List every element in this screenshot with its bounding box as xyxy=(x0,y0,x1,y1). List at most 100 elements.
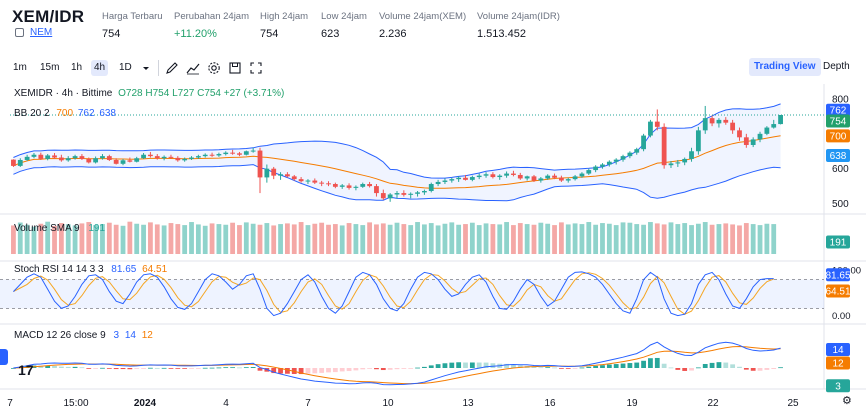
volume-bar xyxy=(737,225,742,254)
stat-label: Volume 24jam(XEM) xyxy=(379,11,467,22)
stat-label: Perubahan 24jam xyxy=(174,11,249,22)
volume-bar xyxy=(182,225,188,254)
macd-hist-bar xyxy=(490,363,496,368)
candle-body xyxy=(517,174,523,179)
gear-icon[interactable] xyxy=(206,60,222,76)
macd-hist-bar xyxy=(702,363,708,368)
interval-4h[interactable]: 4h xyxy=(91,60,109,76)
macd-hist-bar xyxy=(695,367,701,369)
candle-body xyxy=(17,159,23,166)
candle-body xyxy=(285,174,290,177)
macd-hist-bar xyxy=(367,368,372,369)
interval-15m[interactable]: 15m xyxy=(40,62,60,73)
macd-hist-bar xyxy=(195,368,201,369)
macd-line xyxy=(13,341,781,386)
macd-hist-bar xyxy=(353,368,359,371)
candle-body xyxy=(730,122,736,131)
volume-bar xyxy=(45,221,51,254)
candle-body xyxy=(428,184,434,191)
candle-body xyxy=(168,156,174,158)
volume-bar xyxy=(682,223,688,254)
candle-body xyxy=(367,184,372,187)
coin-link[interactable]: NEM xyxy=(30,27,53,38)
fullscreen-icon[interactable] xyxy=(248,60,264,76)
macd-hist-bar xyxy=(586,366,592,368)
candle-body xyxy=(394,193,400,195)
settings-gear-icon[interactable]: ⚙ xyxy=(842,395,852,407)
candle-body xyxy=(689,151,694,159)
save-icon[interactable] xyxy=(227,60,243,76)
candle-body xyxy=(723,119,729,123)
candle-body xyxy=(79,156,85,159)
candle-body xyxy=(771,124,777,128)
candle-body xyxy=(757,133,763,140)
candle-body xyxy=(504,173,509,176)
tab-trading-view[interactable]: Trading View xyxy=(749,58,821,76)
candle-body xyxy=(463,177,468,180)
time-tick-label: 13 xyxy=(462,398,474,409)
candle-body xyxy=(250,150,256,152)
macd-hist-bar xyxy=(278,368,283,374)
coin-icon xyxy=(15,28,24,37)
price-tag-last: 754 xyxy=(830,117,847,128)
macd-hist-bar xyxy=(100,367,105,369)
macd-hist-bar xyxy=(737,366,742,368)
macd-hist-bar xyxy=(627,363,633,368)
volume-bar xyxy=(387,224,393,254)
macd-hist-bar xyxy=(209,367,215,369)
candle-body xyxy=(120,160,126,164)
macd-hist-bar xyxy=(483,362,489,368)
candle-body xyxy=(497,175,503,178)
volume-bar xyxy=(79,223,85,254)
candle-body xyxy=(45,155,51,159)
stat-value: 623 xyxy=(321,28,340,40)
chart-canvas[interactable]: 800700600500762754700638191100.000.0081.… xyxy=(0,84,866,414)
stoch-k-tag: 81.65 xyxy=(825,270,850,281)
stat-label: Low 24jam xyxy=(321,11,367,22)
candle-body xyxy=(593,166,599,171)
macd-hist-bar xyxy=(689,368,694,371)
time-tick-label: 2024 xyxy=(134,398,157,409)
macd-hist-bar xyxy=(285,368,290,374)
interval-1h[interactable]: 1h xyxy=(71,62,83,73)
candle-body xyxy=(257,150,263,178)
candle-body xyxy=(764,127,770,134)
bb-upper-value: 762 xyxy=(77,108,95,119)
volume-bar xyxy=(305,225,311,254)
candle-body xyxy=(106,156,112,160)
stoch-d-tag-bg xyxy=(826,284,850,298)
bb-lower-value: 638 xyxy=(99,108,116,119)
volume-bar xyxy=(757,225,763,254)
interval-1d[interactable]: 1D xyxy=(119,62,132,73)
macd-hist-bar xyxy=(469,362,475,368)
pencil-icon[interactable] xyxy=(164,60,180,76)
macd-hist-bar xyxy=(394,368,400,370)
macd-hist-bar xyxy=(58,366,64,368)
macd-hist-bar xyxy=(709,362,715,368)
chevron-down-icon[interactable] xyxy=(138,60,154,76)
macd-hist-bar xyxy=(148,367,153,369)
symbol-label: XEMIDR · 4h · Bittime xyxy=(14,88,113,99)
macd-hist-bar xyxy=(565,368,571,369)
interval-1m[interactable]: 1m xyxy=(13,62,27,73)
volume-bar xyxy=(634,224,640,254)
time-tick-label: 16 xyxy=(544,398,556,409)
candle-body xyxy=(127,160,133,162)
macd-value-tag: 3 xyxy=(835,381,841,392)
volume-bar xyxy=(134,223,140,254)
candle-body xyxy=(415,192,420,194)
candle-body xyxy=(161,156,167,159)
line-chart-icon[interactable] xyxy=(185,60,201,76)
volume-bar xyxy=(394,222,400,254)
pane-collapse-handle[interactable] xyxy=(0,349,8,365)
stoch-d-line xyxy=(13,272,774,315)
candle-body xyxy=(305,180,311,182)
tab-depth[interactable]: Depth xyxy=(823,61,850,72)
volume-bar xyxy=(175,224,181,254)
volume-bar xyxy=(730,224,736,254)
macd-hist-bar xyxy=(161,367,167,369)
candle-body xyxy=(634,149,640,153)
volume-bar xyxy=(93,225,99,254)
volume-bar xyxy=(367,222,372,254)
candle-body xyxy=(531,176,537,181)
